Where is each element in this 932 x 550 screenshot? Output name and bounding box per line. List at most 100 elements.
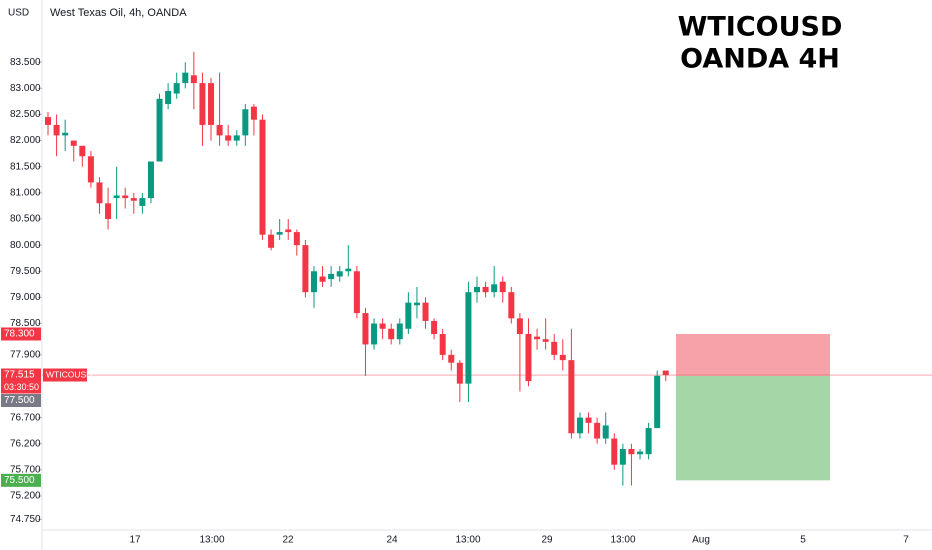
currency-label: USD [8,8,29,19]
candle-body [654,375,661,429]
candle-body [130,198,137,201]
x-tick-label: Aug [692,535,710,546]
candle-body [259,119,266,235]
candle-body [302,245,309,293]
candle-body [568,360,575,434]
candle-body [371,323,378,345]
candle-body [559,354,566,361]
candle-body [619,448,626,465]
x-tick-label: 5 [800,535,806,546]
y-tick-label: 81.500 [10,161,41,172]
candle-body [96,182,103,204]
candle-body [105,203,112,220]
candle-body [345,268,352,272]
candle-body [45,117,51,125]
entry-label-bg [1,394,41,408]
y-tick-label: 76.200 [10,438,41,449]
candle-body [87,156,94,183]
candle-body [122,195,129,199]
y-tick-label: 83.000 [10,83,41,94]
y-tick-label: 80.000 [10,240,41,251]
stop-label: 78.300 [1,327,41,341]
candle-body [431,320,438,334]
y-tick-label: 80.500 [10,214,41,225]
candle-body [190,75,197,84]
candle-body [611,438,618,465]
candle-body [379,323,386,329]
last-price-label: 77.515 [1,368,41,382]
y-tick-label: 83.500 [10,57,41,68]
legend-text: West Texas Oil, 4h, OANDA [50,7,187,19]
candle-body [276,232,283,235]
candle-body [319,276,326,282]
candle-body [413,302,420,306]
candle-body [439,333,446,355]
y-tick-label: 79.500 [10,266,41,277]
candle-body [353,271,360,314]
entry-label-text: 77.500 [4,395,35,406]
candle-body [594,422,601,439]
candle-body [576,417,583,434]
candle-body [525,333,532,382]
candle-body [139,198,146,206]
candle-body [465,292,472,384]
y-tick-label: 76.700 [10,412,41,423]
candle-body [70,140,77,146]
candle-body [268,234,275,248]
candle-body [285,229,292,233]
stop-zone [676,333,830,376]
candle-body [602,425,609,439]
candle-body [448,354,455,363]
x-tick-label: 7 [903,535,909,546]
y-tick-label: 77.900 [10,350,41,361]
last-price-label-bg [1,368,41,382]
last-price-label-text: 77.515 [4,370,35,381]
symbol-tag-bg [43,368,87,382]
candle-body [62,132,69,136]
candle-body [499,281,506,293]
candle-body [328,273,335,280]
candle-body [645,428,652,455]
stop-label-bg [1,327,41,341]
candle-body [113,195,120,199]
x-tick-label: 13:00 [455,535,480,546]
y-tick-label: 78.500 [10,318,41,329]
candle-body [628,448,635,455]
candle-body [637,451,644,455]
candle-body [422,302,429,321]
title-line: OANDA 4H [680,44,840,75]
candle-body [242,109,249,136]
candle-body [182,72,189,84]
candle-body [147,161,154,199]
symbol-tag-text: WTICOUSD [46,369,92,379]
x-tick-label: 29 [541,535,553,546]
candle-body [233,135,240,141]
candle-body [491,284,498,293]
candle-body [225,135,232,141]
candle-body [405,302,412,329]
stop-label-text: 78.300 [4,329,35,340]
candle-body [482,286,489,293]
candle-body [456,362,463,384]
candle-body [199,83,206,125]
candle-body [585,417,592,423]
candle-body [362,313,369,345]
candle-body [542,339,549,342]
candle-body [474,286,480,293]
x-tick-label: 17 [129,535,141,546]
candle-body [216,124,223,136]
candle-body [53,124,60,136]
y-tick-label: 75.700 [10,465,41,476]
candle-body [156,98,163,162]
x-tick-label: 13:00 [199,535,224,546]
candle-body [336,271,343,277]
candle-body [551,341,558,355]
countdown-bg [1,381,41,394]
candle-body [662,370,669,376]
y-tick-label: 82.500 [10,109,41,120]
title-line: WTICOUSD [678,12,843,43]
candle-body [293,232,300,246]
countdown-text: 03:30:50 [4,382,39,392]
y-tick-label: 81.000 [10,188,41,199]
